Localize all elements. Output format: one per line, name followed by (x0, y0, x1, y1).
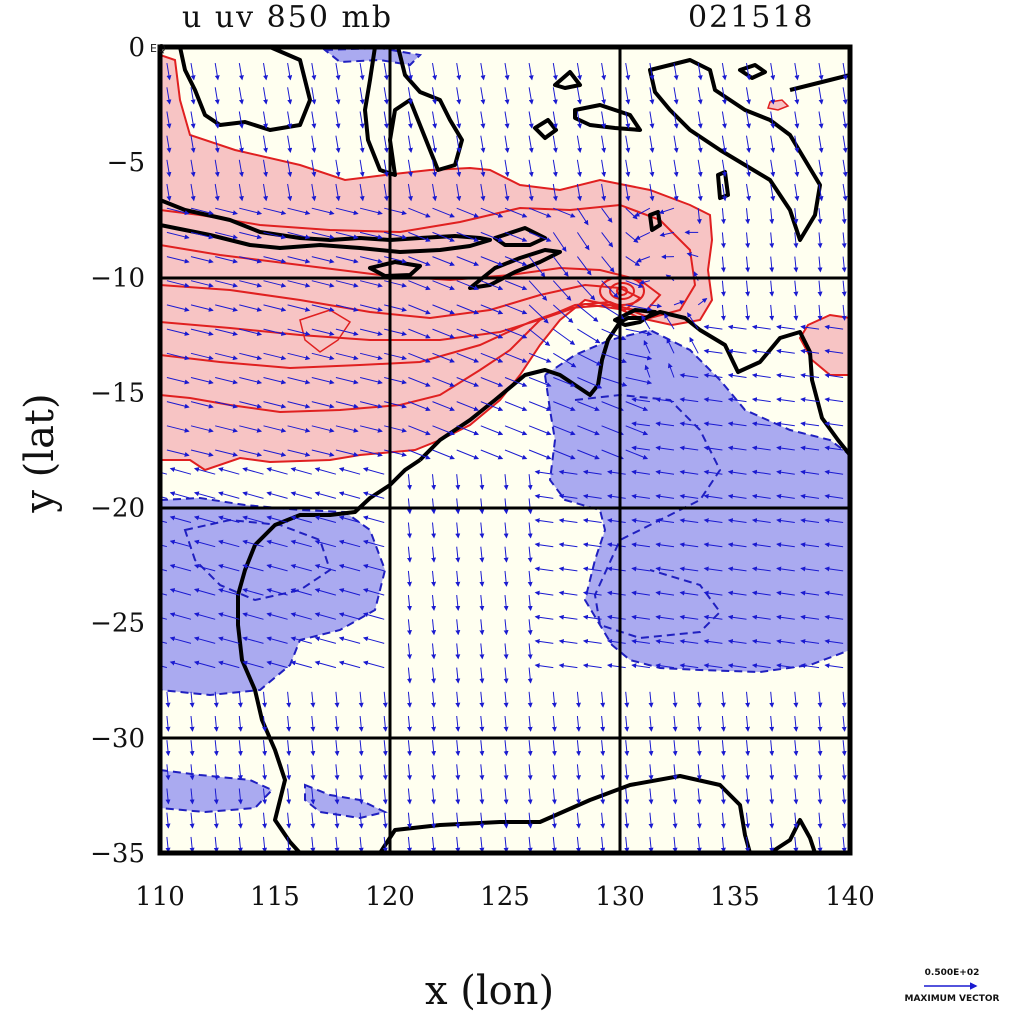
x-tick-label: 115 (250, 882, 300, 912)
y-tick-label: −25 (90, 609, 145, 639)
y-axis-label: y (lat) (17, 383, 63, 523)
y-tick-label: −5 (107, 148, 145, 178)
x-tick-labels: 110 115 120 125 130 135 140 (135, 882, 875, 912)
vector-legend: 0.500E+02 MAXIMUM VECTOR (892, 968, 1012, 1004)
y-tick-label: −15 (90, 378, 145, 408)
y-tick-label: 0 (128, 33, 145, 63)
x-tick-label: 140 (825, 882, 875, 912)
x-axis-label: x (lon) (425, 968, 554, 1014)
y-tick-label: −30 (90, 724, 145, 754)
x-tick-label: 110 (135, 882, 185, 912)
x-tick-label: 130 (595, 882, 645, 912)
vector-legend-arrow (892, 980, 1012, 992)
x-tick-label: 125 (480, 882, 530, 912)
x-tick-label: 120 (365, 882, 415, 912)
y-tick-label: −10 (90, 263, 145, 293)
y-tick-label: −35 (90, 839, 145, 869)
x-tick-label: 135 (710, 882, 760, 912)
y-tick-labels: 0 −5 −10 −15 −20 −25 −30 −35 (90, 33, 145, 869)
equator-label: EQ (150, 42, 166, 55)
title-variable: u uv 850 mb (182, 0, 393, 35)
vector-legend-value: 0.500E+02 (925, 968, 980, 978)
title-date: 021518 (688, 0, 815, 35)
y-tick-label: −20 (90, 494, 145, 524)
vector-legend-label: MAXIMUM VECTOR (904, 994, 999, 1004)
